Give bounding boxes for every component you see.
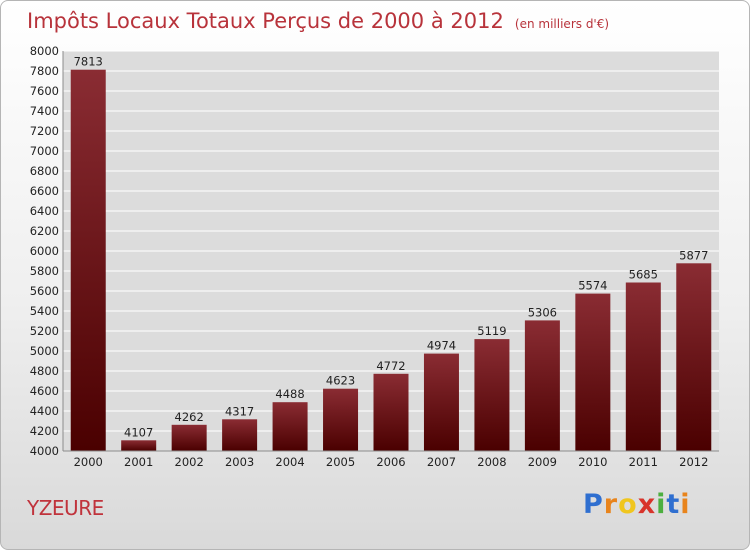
data-label: 4623: [326, 374, 355, 388]
y-tick-label: 4200: [30, 424, 59, 438]
data-label: 5877: [679, 248, 708, 262]
x-tick-label: 2007: [427, 455, 456, 469]
commune-name: YZEURE: [27, 496, 104, 520]
x-tick-label: 2012: [679, 455, 708, 469]
unit-note: (en milliers d'€): [514, 17, 610, 31]
x-tick-label: 2006: [376, 455, 405, 469]
data-label: 5685: [629, 268, 658, 282]
y-tick-label: 5800: [30, 264, 59, 278]
y-tick-label: 7000: [30, 144, 59, 158]
bar: [524, 320, 560, 451]
bar: [171, 424, 207, 451]
bar: [222, 419, 258, 451]
x-tick-label: 2001: [124, 455, 153, 469]
x-tick-label: 2008: [477, 455, 506, 469]
data-label: 4317: [225, 404, 254, 418]
y-tick-label: 5600: [30, 284, 59, 298]
bar: [625, 282, 661, 451]
x-tick-label: 2005: [326, 455, 355, 469]
y-tick-label: 4400: [30, 404, 59, 418]
x-tick-label: 2009: [528, 455, 557, 469]
title-text: Impôts Locaux Totaux Perçus de 2000 à 20…: [27, 9, 504, 33]
proxiti-logo: Proxiti: [583, 489, 691, 520]
data-label: 5306: [528, 305, 557, 319]
y-tick-label: 6600: [30, 184, 59, 198]
y-tick-label: 7400: [30, 104, 59, 118]
chart-title: Impôts Locaux Totaux Perçus de 2000 à 20…: [27, 9, 609, 33]
bar: [70, 69, 106, 451]
bar: [373, 373, 409, 451]
bar: [423, 353, 459, 451]
x-tick-label: 2003: [225, 455, 254, 469]
bar: [575, 293, 611, 451]
data-label: 4772: [376, 359, 405, 373]
y-tick-label: 5400: [30, 304, 59, 318]
y-tick-label: 6000: [30, 244, 59, 258]
y-tick-label: 6200: [30, 224, 59, 238]
y-tick-label: 7200: [30, 124, 59, 138]
y-tick-label: 6400: [30, 204, 59, 218]
x-tick-label: 2002: [175, 455, 204, 469]
x-tick-label: 2011: [629, 455, 658, 469]
x-tick-label: 2004: [275, 455, 304, 469]
data-label: 4107: [124, 425, 153, 439]
y-tick-label: 7800: [30, 64, 59, 78]
bar: [272, 402, 308, 451]
bar: [474, 339, 510, 451]
data-label: 4488: [275, 387, 304, 401]
y-tick-label: 4000: [30, 444, 59, 458]
bar: [323, 388, 359, 451]
data-label: 7813: [74, 55, 103, 69]
data-label: 5574: [578, 279, 607, 293]
y-tick-label: 5200: [30, 324, 59, 338]
y-tick-label: 5000: [30, 344, 59, 358]
y-tick-label: 8000: [30, 44, 59, 58]
bar: [121, 440, 157, 451]
y-tick-label: 7600: [30, 84, 59, 98]
data-label: 4262: [175, 410, 204, 424]
bar: [676, 263, 712, 451]
y-tick-label: 6800: [30, 164, 59, 178]
x-tick-label: 2010: [578, 455, 607, 469]
y-tick-label: 4600: [30, 384, 59, 398]
data-label: 4974: [427, 339, 456, 353]
x-tick-label: 2000: [74, 455, 103, 469]
y-tick-label: 4800: [30, 364, 59, 378]
data-label: 5119: [477, 324, 506, 338]
